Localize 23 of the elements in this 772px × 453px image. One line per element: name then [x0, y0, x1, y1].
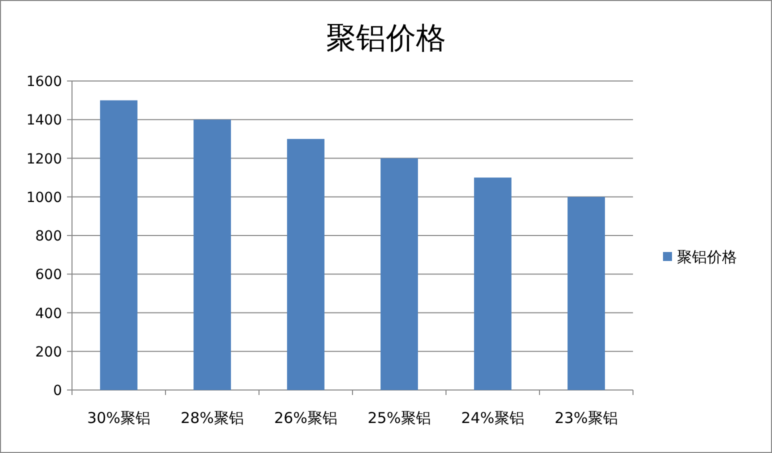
y-tick-label: 1000 [26, 190, 62, 206]
x-tick-label: 24%聚铝 [461, 409, 524, 427]
bar [380, 158, 418, 390]
bar [194, 120, 231, 390]
y-tick-label: 800 [35, 228, 62, 244]
chart-title: 聚铝价格 [326, 21, 446, 56]
bar [474, 178, 512, 390]
y-tick-label: 1600 [26, 74, 62, 90]
x-tick-label: 30%聚铝 [87, 409, 150, 427]
y-tick-label: 1400 [26, 112, 62, 129]
y-tick-label: 600 [35, 267, 62, 284]
x-tick-label: 25%聚铝 [368, 409, 431, 427]
bar [100, 100, 138, 390]
y-tick-label: 0 [53, 383, 62, 399]
bar [287, 138, 324, 390]
x-tick-label: 26%聚铝 [274, 409, 338, 427]
bar [568, 196, 605, 390]
x-tick-label: 28%聚铝 [180, 409, 244, 427]
legend-label: 聚铝价格 [677, 248, 737, 266]
y-tick-label: 400 [35, 306, 62, 322]
x-tick-label: 23%聚铝 [554, 409, 618, 427]
y-tick-label: 200 [35, 344, 62, 360]
y-tick-label: 1200 [26, 151, 62, 168]
